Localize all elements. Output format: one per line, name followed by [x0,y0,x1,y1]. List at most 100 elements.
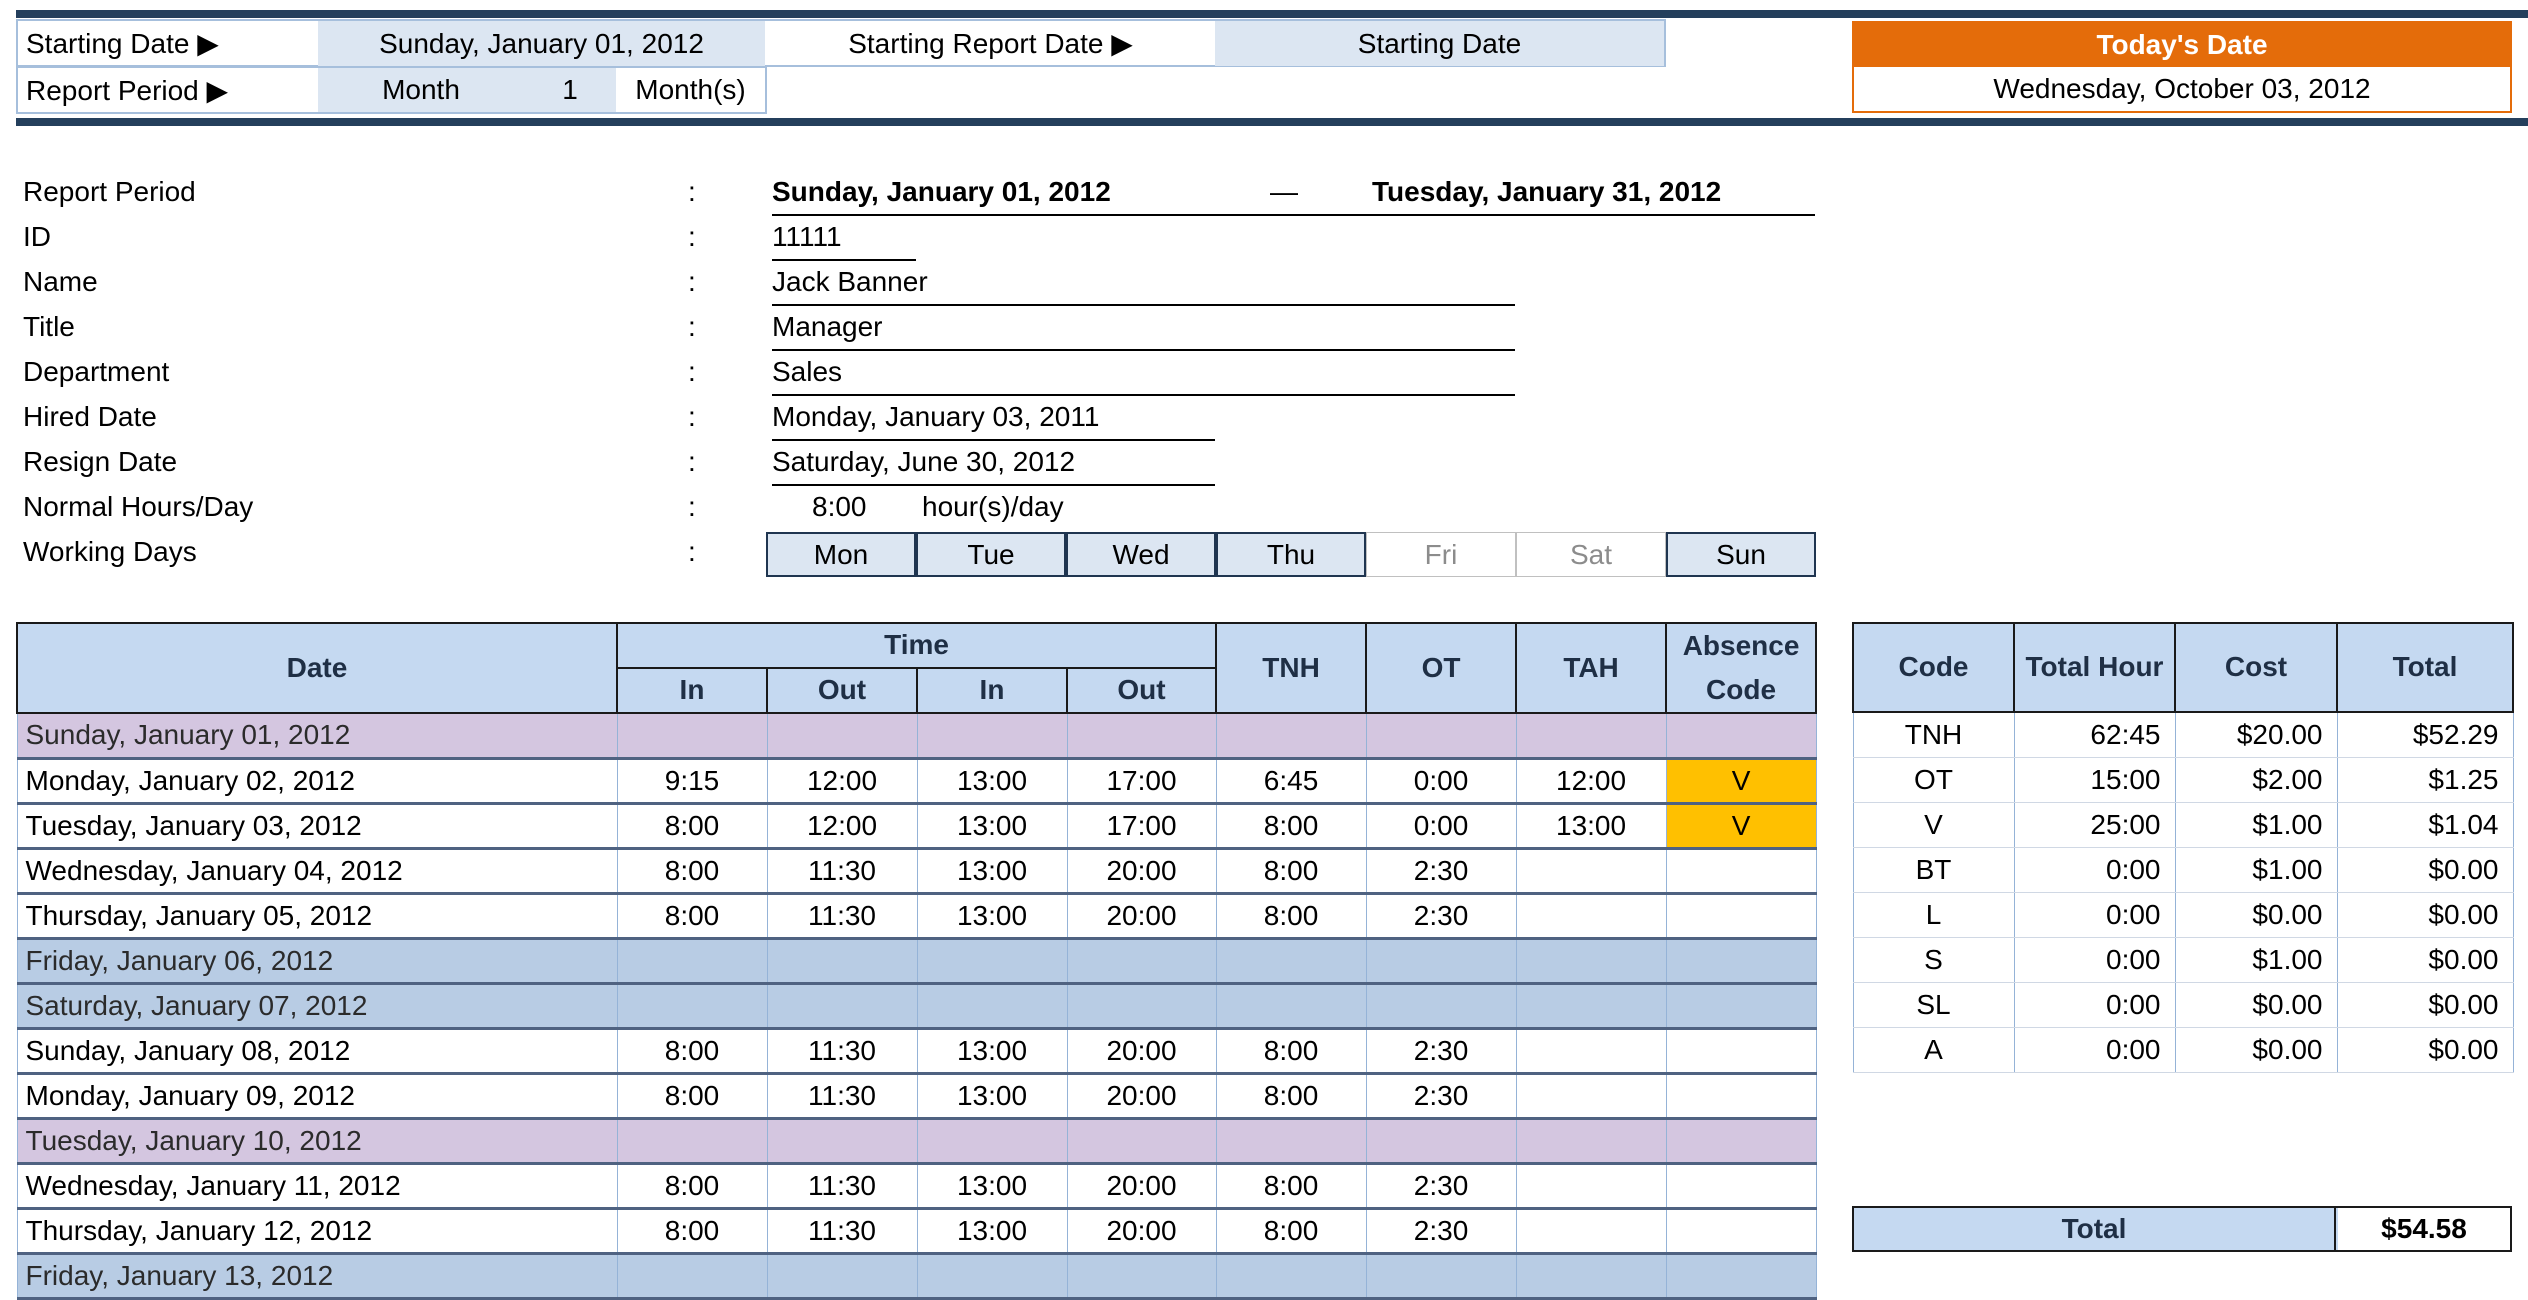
out-2-cell[interactable]: 20:00 [1066,1208,1217,1255]
out-1-cell[interactable]: 11:30 [766,848,918,895]
ot-cell[interactable] [1365,983,1517,1030]
in-2-cell[interactable] [916,983,1068,1030]
ot-cell[interactable]: 2:30 [1365,1073,1517,1120]
out-2-cell[interactable]: 20:00 [1066,848,1217,895]
summary-cost-cell[interactable]: $2.00 [2174,757,2338,803]
out-2-cell[interactable]: 17:00 [1066,758,1217,805]
out-2-cell[interactable]: 17:00 [1066,803,1217,850]
ot-cell[interactable]: 2:30 [1365,1163,1517,1210]
out-1-cell[interactable] [766,713,918,760]
absence-code-cell[interactable] [1665,1118,1817,1165]
in-1-cell[interactable]: 8:00 [616,1028,768,1075]
tnh-cell[interactable]: 8:00 [1215,848,1367,895]
absence-code-cell[interactable] [1665,713,1817,760]
in-1-cell[interactable]: 8:00 [616,803,768,850]
out-1-cell[interactable]: 11:30 [766,893,918,940]
starting-report-date-select[interactable]: Starting Date [1215,21,1664,66]
out-2-cell[interactable] [1066,1118,1217,1165]
out-1-cell[interactable]: 11:30 [766,1163,918,1210]
in-2-cell[interactable] [916,1118,1068,1165]
out-2-cell[interactable] [1066,713,1217,760]
in-2-cell[interactable]: 13:00 [916,758,1068,805]
in-1-cell[interactable]: 8:00 [616,1163,768,1210]
out-1-cell[interactable]: 12:00 [766,758,918,805]
out-1-cell[interactable] [766,1253,918,1300]
in-2-cell[interactable] [916,938,1068,985]
out-2-cell[interactable] [1066,938,1217,985]
tah-cell[interactable] [1515,938,1667,985]
summary-cost-cell[interactable]: $1.00 [2174,937,2338,983]
ot-cell[interactable] [1365,938,1517,985]
tah-cell[interactable] [1515,983,1667,1030]
summary-cost-cell[interactable]: $0.00 [2174,1027,2338,1073]
ot-cell[interactable] [1365,1118,1517,1165]
tnh-cell[interactable] [1215,713,1367,760]
tnh-cell[interactable]: 8:00 [1215,803,1367,850]
working-day-tue[interactable]: Tue [916,532,1066,577]
tah-cell[interactable] [1515,848,1667,895]
in-2-cell[interactable]: 13:00 [916,803,1068,850]
out-2-cell[interactable]: 20:00 [1066,1073,1217,1120]
tah-cell[interactable] [1515,1073,1667,1120]
out-2-cell[interactable]: 20:00 [1066,1163,1217,1210]
absence-code-cell[interactable] [1665,1073,1817,1120]
tnh-cell[interactable]: 6:45 [1215,758,1367,805]
working-day-sun[interactable]: Sun [1666,532,1816,577]
absence-code-cell[interactable] [1665,1028,1817,1075]
tnh-cell[interactable]: 8:00 [1215,1208,1367,1255]
absence-code-cell[interactable]: V [1665,803,1817,850]
out-2-cell[interactable] [1066,983,1217,1030]
absence-code-cell[interactable] [1665,1253,1817,1300]
in-2-cell[interactable]: 13:00 [916,1208,1068,1255]
tah-cell[interactable] [1515,893,1667,940]
ot-cell[interactable]: 0:00 [1365,758,1517,805]
out-2-cell[interactable]: 20:00 [1066,893,1217,940]
in-1-cell[interactable] [616,938,768,985]
working-day-sat[interactable]: Sat [1516,532,1666,577]
tah-cell[interactable] [1515,1163,1667,1210]
in-1-cell[interactable] [616,1118,768,1165]
ot-cell[interactable]: 2:30 [1365,1028,1517,1075]
in-2-cell[interactable]: 13:00 [916,1163,1068,1210]
working-day-fri[interactable]: Fri [1366,532,1516,577]
absence-code-cell[interactable] [1665,938,1817,985]
absence-code-cell[interactable] [1665,983,1817,1030]
tah-cell[interactable] [1515,1253,1667,1300]
in-2-cell[interactable]: 13:00 [916,893,1068,940]
in-1-cell[interactable] [616,1253,768,1300]
summary-cost-cell[interactable]: $0.00 [2174,982,2338,1028]
absence-code-cell[interactable]: V [1665,758,1817,805]
out-1-cell[interactable]: 11:30 [766,1208,918,1255]
report-period-unit-select[interactable]: Month [318,68,524,112]
hired-date-value[interactable]: Monday, January 03, 2011 [772,401,1100,432]
tnh-cell[interactable] [1215,1118,1367,1165]
ot-cell[interactable] [1365,1253,1517,1300]
ot-cell[interactable]: 2:30 [1365,893,1517,940]
starting-date-input[interactable]: Sunday, January 01, 2012 [318,21,765,66]
tah-cell[interactable] [1515,1028,1667,1075]
ot-cell[interactable]: 2:30 [1365,848,1517,895]
in-2-cell[interactable] [916,713,1068,760]
working-day-thu[interactable]: Thu [1216,532,1366,577]
tah-cell[interactable] [1515,1208,1667,1255]
in-1-cell[interactable]: 8:00 [616,1073,768,1120]
working-day-mon[interactable]: Mon [766,532,916,577]
in-2-cell[interactable] [916,1253,1068,1300]
tnh-cell[interactable]: 8:00 [1215,893,1367,940]
ot-cell[interactable] [1365,713,1517,760]
in-1-cell[interactable]: 8:00 [616,848,768,895]
department-value[interactable]: Sales [772,356,843,387]
out-1-cell[interactable]: 11:30 [766,1028,918,1075]
tnh-cell[interactable]: 8:00 [1215,1073,1367,1120]
in-2-cell[interactable]: 13:00 [916,848,1068,895]
resign-date-value[interactable]: Saturday, June 30, 2012 [772,446,1076,477]
in-2-cell[interactable]: 13:00 [916,1028,1068,1075]
in-1-cell[interactable]: 9:15 [616,758,768,805]
out-2-cell[interactable] [1066,1253,1217,1300]
in-1-cell[interactable] [616,713,768,760]
out-2-cell[interactable]: 20:00 [1066,1028,1217,1075]
working-day-wed[interactable]: Wed [1066,532,1216,577]
ot-cell[interactable]: 0:00 [1365,803,1517,850]
tnh-cell[interactable] [1215,983,1367,1030]
name-value[interactable]: Jack Banner [772,266,928,297]
